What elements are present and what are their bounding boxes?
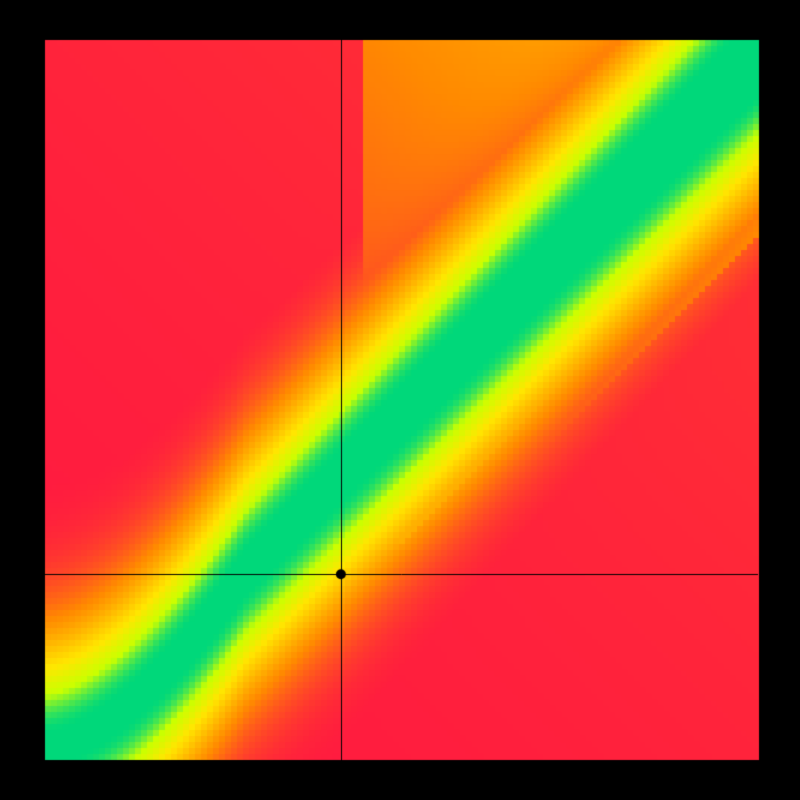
heatmap-canvas <box>0 0 800 800</box>
chart-container: TheBottleneck.com <box>0 0 800 800</box>
